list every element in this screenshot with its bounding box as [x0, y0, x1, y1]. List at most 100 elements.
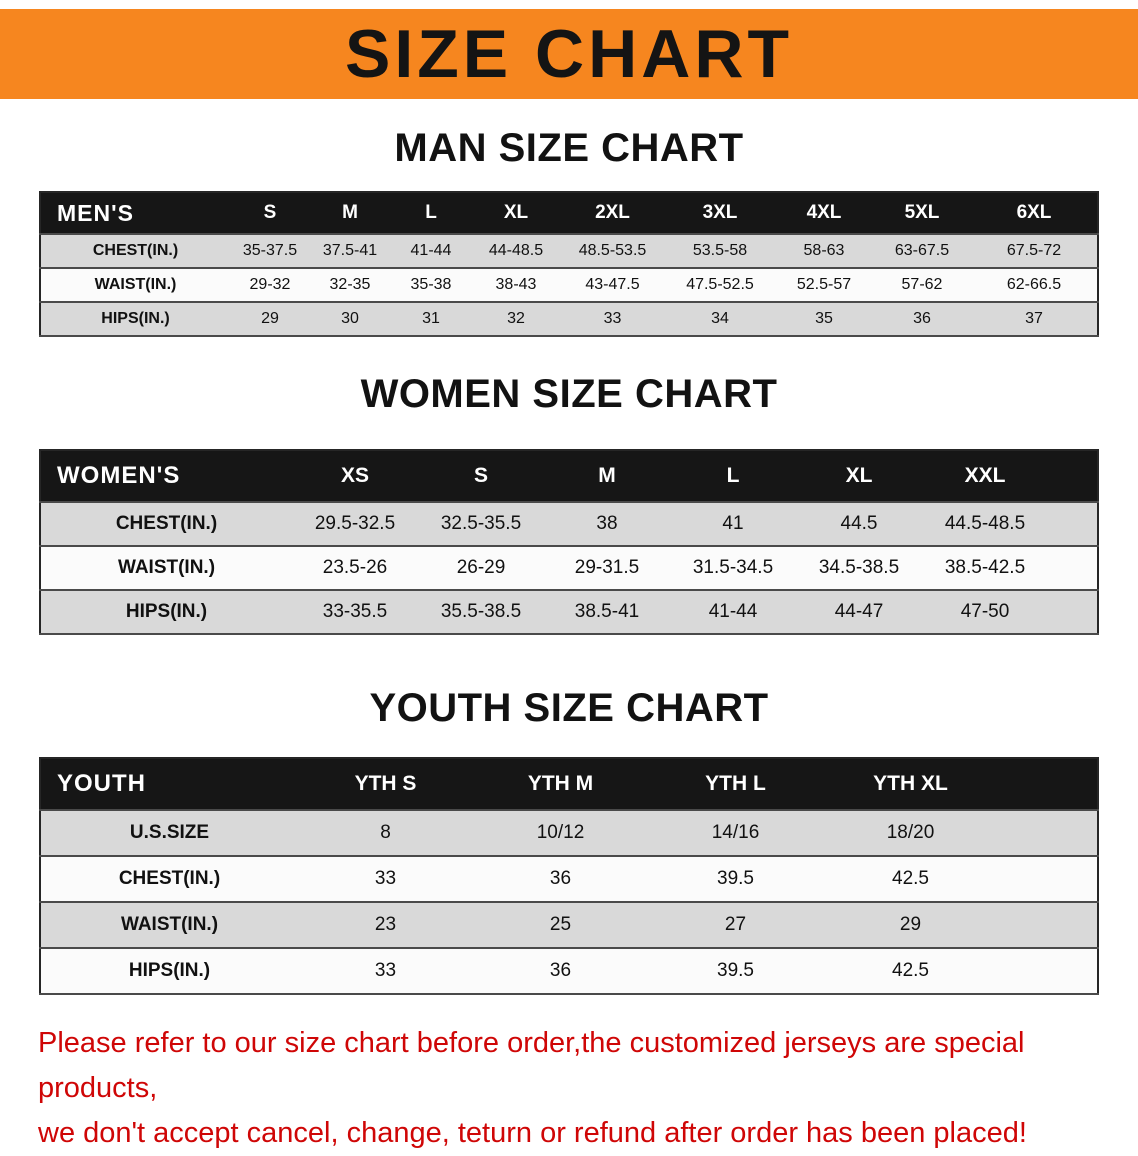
table-cell: 44-48.5	[472, 234, 560, 269]
column-header: XXL	[922, 450, 1048, 503]
table-cell: 33	[298, 856, 473, 903]
youth-table-title: YOUTH	[40, 758, 298, 811]
table-cell: 63-67.5	[873, 234, 971, 269]
page-title: SIZE CHART	[345, 16, 793, 92]
row-label: CHEST(IN.)	[40, 502, 292, 547]
row-label: U.S.SIZE	[40, 810, 298, 857]
table-row: CHEST(IN.) 29.5-32.5 32.5-35.5 38 41 44.…	[40, 502, 1098, 547]
table-cell: 44.5-48.5	[922, 502, 1048, 547]
spacer-cell	[1048, 502, 1098, 547]
table-cell: 36	[473, 948, 648, 995]
women-size-table: WOMEN'S XS S M L XL XXL CHEST(IN.) 29.5-…	[39, 449, 1099, 635]
column-header: M	[310, 192, 390, 235]
table-cell: 37.5-41	[310, 234, 390, 269]
table-cell: 39.5	[648, 948, 823, 995]
spacer-cell	[1048, 546, 1098, 591]
column-header: YTH XL	[823, 758, 998, 811]
table-cell: 35.5-38.5	[418, 590, 544, 635]
table-cell: 34	[665, 302, 775, 337]
row-label: HIPS(IN.)	[40, 590, 292, 635]
table-cell: 23	[298, 902, 473, 949]
table-cell: 43-47.5	[560, 268, 665, 303]
disclaimer: Please refer to our size chart before or…	[38, 1021, 1100, 1156]
table-cell: 32-35	[310, 268, 390, 303]
table-cell: 14/16	[648, 810, 823, 857]
women-header-row: WOMEN'S XS S M L XL XXL	[40, 450, 1098, 503]
men-size-table: MEN'S S M L XL 2XL 3XL 4XL 5XL 6XL CHEST…	[39, 191, 1099, 337]
table-cell: 38.5-42.5	[922, 546, 1048, 591]
table-row: U.S.SIZE 8 10/12 14/16 18/20	[40, 810, 1098, 857]
table-row: HIPS(IN.) 33-35.5 35.5-38.5 38.5-41 41-4…	[40, 590, 1098, 635]
column-header: 2XL	[560, 192, 665, 235]
youth-section: YOUTH SIZE CHART YOUTH YTH S YTH M YTH L…	[0, 685, 1138, 995]
table-cell: 29-31.5	[544, 546, 670, 591]
banner: SIZE CHART	[0, 9, 1138, 99]
table-cell: 44-47	[796, 590, 922, 635]
row-label: HIPS(IN.)	[40, 302, 230, 337]
table-cell: 41-44	[390, 234, 472, 269]
table-cell: 35-37.5	[230, 234, 310, 269]
spacer-cell	[998, 902, 1098, 949]
row-label: HIPS(IN.)	[40, 948, 298, 995]
column-header: XL	[472, 192, 560, 235]
row-label: WAIST(IN.)	[40, 546, 292, 591]
table-row: CHEST(IN.) 33 36 39.5 42.5	[40, 856, 1098, 903]
women-table-title: WOMEN'S	[40, 450, 292, 503]
spacer-cell	[998, 758, 1098, 811]
column-header: 4XL	[775, 192, 873, 235]
table-cell: 32	[472, 302, 560, 337]
youth-header-row: YOUTH YTH S YTH M YTH L YTH XL	[40, 758, 1098, 811]
table-cell: 42.5	[823, 948, 998, 995]
table-cell: 42.5	[823, 856, 998, 903]
table-cell: 33	[560, 302, 665, 337]
table-row: WAIST(IN.) 23 25 27 29	[40, 902, 1098, 949]
table-cell: 41	[670, 502, 796, 547]
column-header: 6XL	[971, 192, 1098, 235]
size-chart-page: SIZE CHART MAN SIZE CHART MEN'S S M L XL…	[0, 9, 1138, 1156]
column-header: YTH S	[298, 758, 473, 811]
youth-size-table: YOUTH YTH S YTH M YTH L YTH XL U.S.SIZE …	[39, 757, 1099, 995]
table-cell: 44.5	[796, 502, 922, 547]
column-header: YTH M	[473, 758, 648, 811]
table-cell: 35-38	[390, 268, 472, 303]
row-label: CHEST(IN.)	[40, 856, 298, 903]
table-cell: 30	[310, 302, 390, 337]
men-header-row: MEN'S S M L XL 2XL 3XL 4XL 5XL 6XL	[40, 192, 1098, 235]
table-cell: 58-63	[775, 234, 873, 269]
table-cell: 29	[230, 302, 310, 337]
table-cell: 33	[298, 948, 473, 995]
table-cell: 39.5	[648, 856, 823, 903]
spacer-cell	[998, 948, 1098, 995]
table-cell: 36	[473, 856, 648, 903]
table-cell: 38	[544, 502, 670, 547]
spacer-cell	[1048, 590, 1098, 635]
table-cell: 26-29	[418, 546, 544, 591]
table-cell: 52.5-57	[775, 268, 873, 303]
table-row: HIPS(IN.) 33 36 39.5 42.5	[40, 948, 1098, 995]
table-cell: 29-32	[230, 268, 310, 303]
women-section: WOMEN SIZE CHART WOMEN'S XS S M L XL XXL	[0, 371, 1138, 635]
men-table-title: MEN'S	[40, 192, 230, 235]
row-label: CHEST(IN.)	[40, 234, 230, 269]
table-cell: 8	[298, 810, 473, 857]
table-cell: 29.5-32.5	[292, 502, 418, 547]
table-cell: 18/20	[823, 810, 998, 857]
spacer-cell	[998, 810, 1098, 857]
table-cell: 53.5-58	[665, 234, 775, 269]
column-header: L	[390, 192, 472, 235]
table-cell: 29	[823, 902, 998, 949]
men-chart-heading: MAN SIZE CHART	[394, 126, 744, 170]
disclaimer-line-2: we don't accept cancel, change, teturn o…	[38, 1116, 1027, 1149]
women-chart-heading: WOMEN SIZE CHART	[360, 372, 778, 416]
table-cell: 34.5-38.5	[796, 546, 922, 591]
table-cell: 35	[775, 302, 873, 337]
table-cell: 36	[873, 302, 971, 337]
disclaimer-line-1: Please refer to our size chart before or…	[38, 1027, 1025, 1104]
table-row: HIPS(IN.) 29 30 31 32 33 34 35 36 37	[40, 302, 1098, 337]
column-header: S	[418, 450, 544, 503]
youth-chart-heading: YOUTH SIZE CHART	[369, 686, 769, 730]
table-cell: 10/12	[473, 810, 648, 857]
table-cell: 47.5-52.5	[665, 268, 775, 303]
table-row: WAIST(IN.) 23.5-26 26-29 29-31.5 31.5-34…	[40, 546, 1098, 591]
table-cell: 41-44	[670, 590, 796, 635]
